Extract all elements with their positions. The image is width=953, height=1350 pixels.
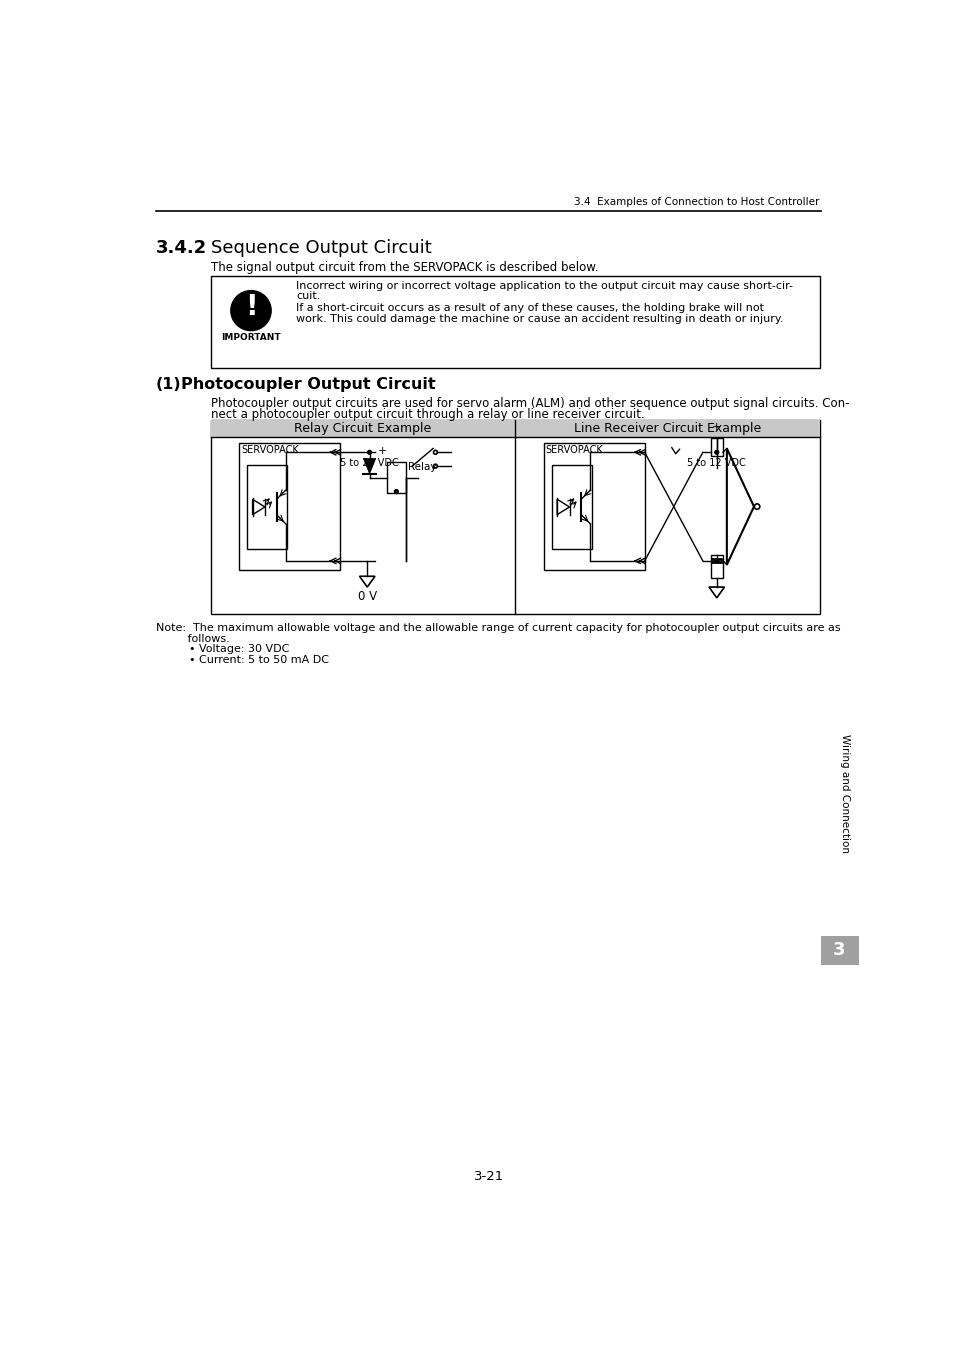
Text: cuit.: cuit. bbox=[295, 292, 320, 301]
Bar bbox=[543, 443, 644, 570]
Text: 5 to 12 VDC: 5 to 12 VDC bbox=[687, 459, 745, 468]
Text: Relay Circuit Example: Relay Circuit Example bbox=[294, 423, 431, 435]
Text: • Voltage: 30 VDC: • Voltage: 30 VDC bbox=[189, 644, 289, 653]
Text: 3-21: 3-21 bbox=[474, 1170, 503, 1183]
Text: 3.4.2: 3.4.2 bbox=[155, 239, 207, 256]
Text: 3.4  Examples of Connection to Host Controller: 3.4 Examples of Connection to Host Contr… bbox=[573, 197, 819, 207]
Bar bbox=[211, 420, 819, 614]
Bar bbox=[247, 464, 287, 549]
Circle shape bbox=[367, 451, 371, 454]
Polygon shape bbox=[363, 459, 375, 474]
Bar bbox=[515, 420, 819, 437]
Text: work. This could damage the machine or cause an accident resulting in death or i: work. This could damage the machine or c… bbox=[295, 313, 782, 324]
Circle shape bbox=[714, 451, 718, 454]
Text: IMPORTANT: IMPORTANT bbox=[221, 333, 280, 342]
Text: !: ! bbox=[244, 293, 257, 320]
Text: Relay: Relay bbox=[408, 462, 436, 472]
Text: 3: 3 bbox=[832, 941, 844, 960]
Bar bbox=[239, 443, 340, 570]
Text: SERVOPACK: SERVOPACK bbox=[241, 444, 298, 455]
Bar bbox=[710, 439, 722, 456]
Text: nect a photocoupler output circuit through a relay or line receiver circuit.: nect a photocoupler output circuit throu… bbox=[211, 408, 644, 421]
Circle shape bbox=[714, 559, 718, 563]
Text: +: + bbox=[377, 446, 386, 456]
Text: +: + bbox=[711, 423, 720, 432]
Bar bbox=[710, 555, 722, 578]
Text: Line Receiver Circuit Example: Line Receiver Circuit Example bbox=[574, 423, 760, 435]
Text: If a short-circuit occurs as a result of any of these causes, the holding brake : If a short-circuit occurs as a result of… bbox=[295, 302, 763, 313]
Text: Wiring and Connection: Wiring and Connection bbox=[839, 734, 849, 853]
Text: SERVOPACK: SERVOPACK bbox=[545, 444, 602, 455]
Text: The signal output circuit from the SERVOPACK is described below.: The signal output circuit from the SERVO… bbox=[211, 261, 598, 274]
Text: Photocoupler Output Circuit: Photocoupler Output Circuit bbox=[181, 377, 436, 392]
Circle shape bbox=[231, 290, 271, 331]
Text: follows.: follows. bbox=[155, 634, 229, 644]
Text: 5 to 24 VDC: 5 to 24 VDC bbox=[340, 459, 398, 468]
Circle shape bbox=[394, 490, 397, 494]
Text: Note:  The maximum allowable voltage and the allowable range of current capacity: Note: The maximum allowable voltage and … bbox=[155, 624, 840, 633]
Bar bbox=[211, 420, 515, 437]
Text: Sequence Output Circuit: Sequence Output Circuit bbox=[211, 239, 431, 256]
Text: (1): (1) bbox=[155, 377, 181, 392]
Text: Incorrect wiring or incorrect voltage application to the output circuit may caus: Incorrect wiring or incorrect voltage ap… bbox=[295, 281, 792, 290]
Bar bbox=[551, 464, 592, 549]
Bar bbox=[386, 462, 406, 493]
Text: 0 V: 0 V bbox=[357, 590, 376, 603]
Text: Photocoupler output circuits are used for servo alarm (ALM) and other sequence o: Photocoupler output circuits are used fo… bbox=[211, 397, 848, 410]
Bar bbox=[820, 936, 858, 965]
Text: • Current: 5 to 50 mA DC: • Current: 5 to 50 mA DC bbox=[189, 655, 329, 664]
Bar bbox=[211, 275, 819, 369]
